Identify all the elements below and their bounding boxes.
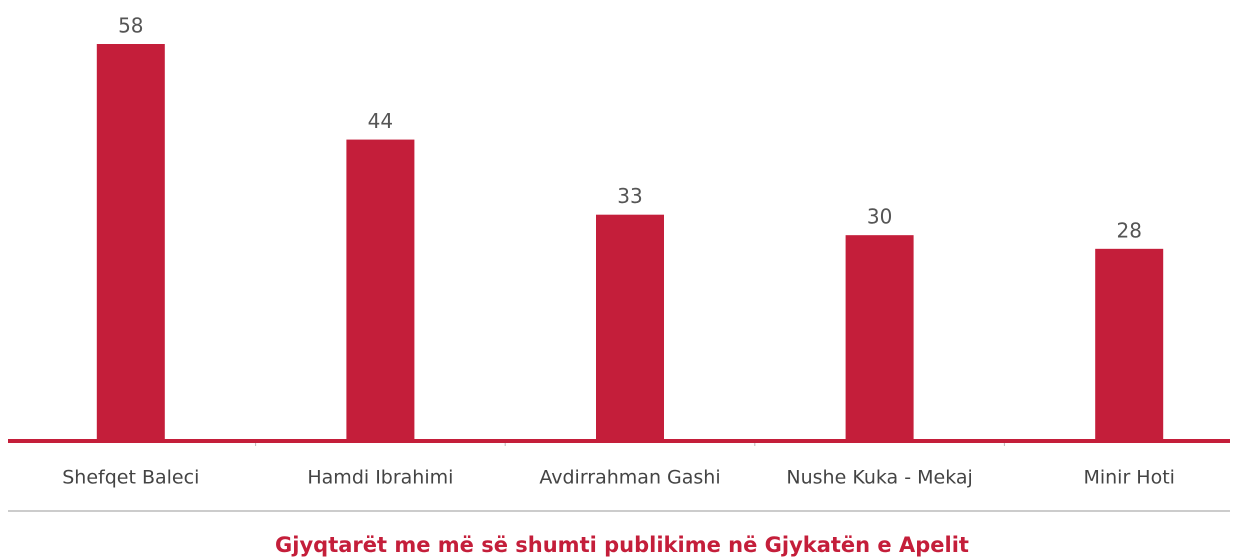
bar (96, 44, 165, 440)
bar (1095, 248, 1164, 440)
value-label: 33 (617, 184, 642, 208)
bar (346, 139, 415, 440)
chart-title: Gjyqtarët me më së shumti publikime në G… (275, 533, 969, 557)
bar (845, 235, 914, 440)
x-tick-label: Minir Hoti (1083, 467, 1174, 489)
x-tick-label: Avdirrahman Gashi (539, 467, 720, 489)
value-label: 28 (1116, 218, 1141, 242)
value-label: 30 (867, 205, 892, 229)
bar (596, 214, 664, 440)
x-tick-label: Nushe Kuka - Mekaj (786, 467, 972, 489)
value-label: 44 (368, 109, 393, 133)
value-label: 58 (118, 14, 143, 38)
x-tick-label: Shefqet Baleci (62, 467, 199, 489)
x-tick-label: Hamdi Ibrahimi (307, 467, 453, 489)
